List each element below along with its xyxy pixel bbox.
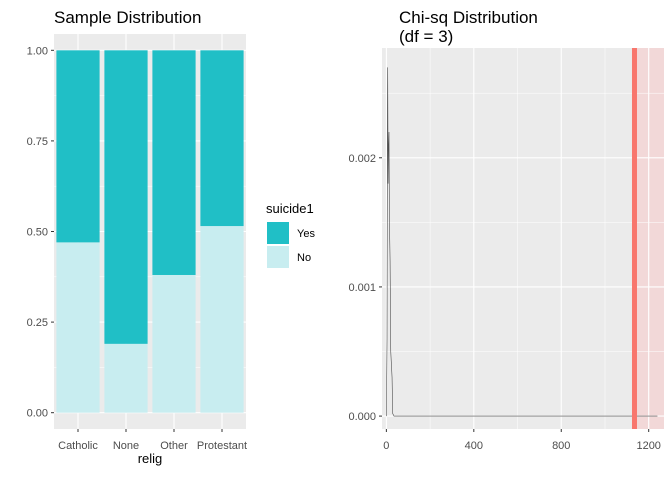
y-tick-label: 1.00 [27, 45, 48, 57]
bar-yes-catholic [56, 50, 100, 243]
bar-yes-none [104, 50, 148, 344]
sample-y-axis: 0.00 0.25 0.50 0.75 1.00 [27, 45, 54, 420]
legend-label-no: No [297, 252, 311, 264]
x-tick-label: 400 [465, 440, 483, 452]
x-tick-label: None [113, 440, 139, 452]
x-tick-label: Catholic [58, 440, 98, 452]
chi-sq-x-axis: 0 400 800 1200 [383, 429, 661, 452]
bar-no-none [104, 343, 148, 413]
x-tick-label: 800 [552, 440, 570, 452]
sample-distribution-panel: 0.00 0.25 0.50 0.75 1.00 Catholic None Other Pr… [27, 8, 247, 466]
chi-sq-y-axis: 0.000 0.001 0.002 [348, 153, 382, 423]
chi-sq-plot-background [382, 48, 664, 429]
bar-no-other [152, 274, 196, 413]
legend: suicide1 Yes No [266, 201, 315, 268]
x-tick-label: Protestant [197, 440, 247, 452]
sample-bars [56, 50, 244, 413]
x-tick-label: 1200 [636, 440, 660, 452]
bar-yes-protestant [200, 50, 244, 227]
chi-sq-chart-subtitle: (df = 3) [399, 27, 453, 46]
y-tick-label: 0.75 [27, 136, 48, 148]
sample-x-axis-label: relig [138, 451, 163, 466]
y-tick-label: 0.001 [348, 282, 376, 294]
bar-yes-other [152, 50, 196, 275]
sample-chart-title: Sample Distribution [54, 8, 201, 27]
y-tick-label: 0.002 [348, 153, 376, 165]
legend-swatch-yes [267, 222, 289, 244]
chi-sq-distribution-panel: 0.000 0.001 0.002 0 400 800 1200 Chi-sq Distr… [348, 8, 664, 452]
legend-label-yes: Yes [297, 228, 315, 240]
y-tick-label: 0.25 [27, 317, 48, 329]
x-tick-label: 0 [383, 440, 389, 452]
chi-sq-chart-title: Chi-sq Distribution [399, 8, 538, 27]
chi-sq-density-line [386, 67, 658, 417]
x-tick-label: Other [160, 440, 188, 452]
y-tick-label: 0.000 [348, 411, 376, 423]
bar-no-protestant [200, 226, 244, 413]
y-tick-label: 0.50 [27, 227, 48, 239]
sample-x-axis: Catholic None Other Protestant [58, 429, 247, 452]
chi-sq-gridlines [382, 48, 664, 429]
legend-items: Yes No [267, 222, 315, 268]
y-tick-label: 0.00 [27, 408, 48, 420]
bar-no-catholic [56, 242, 100, 413]
legend-title: suicide1 [266, 201, 314, 216]
legend-swatch-no [267, 246, 289, 268]
